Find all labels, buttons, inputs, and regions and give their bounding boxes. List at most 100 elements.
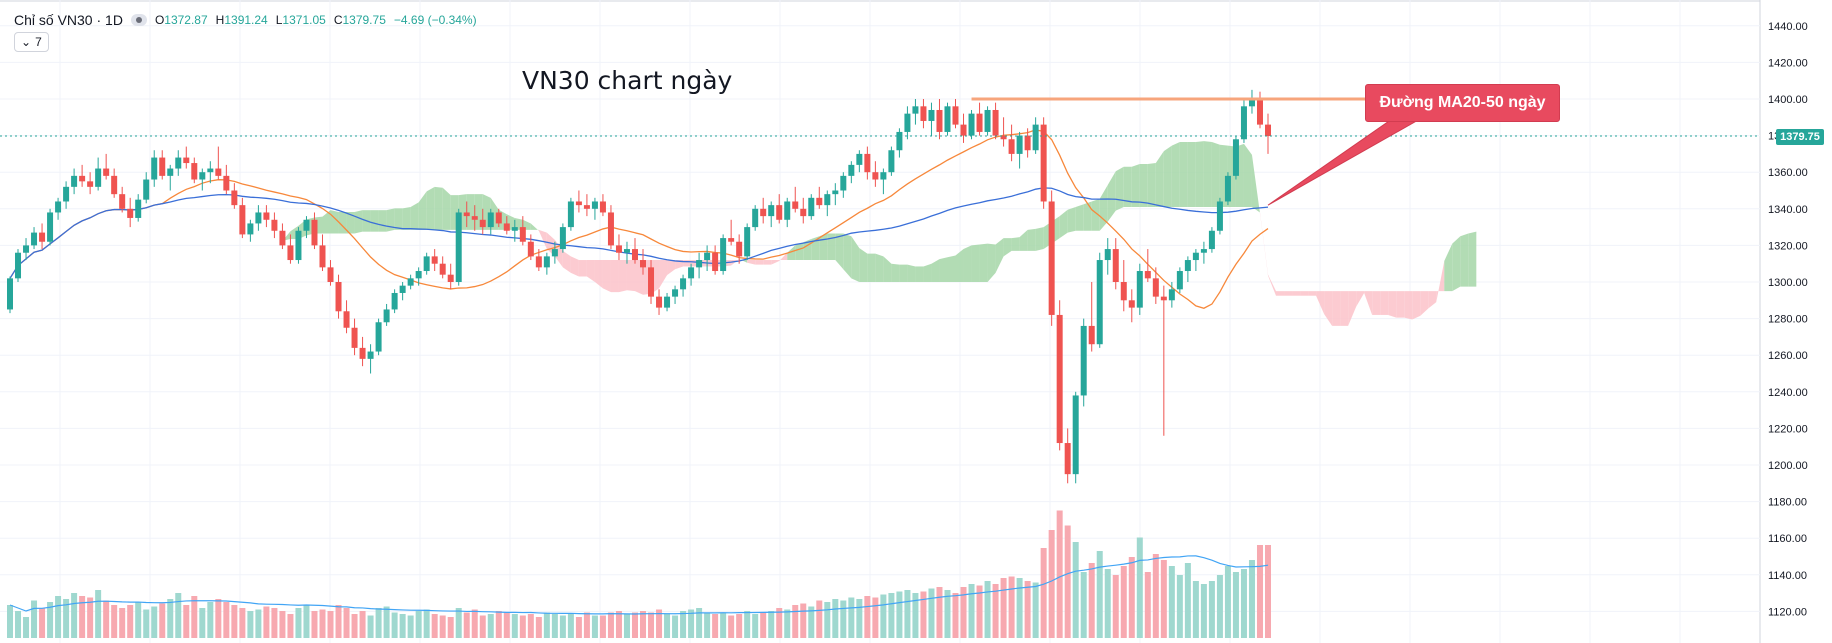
volume-bar [1016, 578, 1023, 638]
volume-bar [527, 614, 534, 638]
candle-body [704, 252, 711, 261]
volume-bar [1000, 578, 1007, 638]
volume-bar [816, 600, 823, 638]
volume-bar [728, 615, 735, 638]
cloud-segment [1268, 274, 1277, 296]
volume-bar [215, 599, 222, 638]
volume-bar [664, 614, 671, 638]
price-tick-label: 1420.00 [1768, 57, 1808, 69]
volume-bar [159, 603, 166, 638]
indicators-toggle-button[interactable]: ⌄ 7 [14, 32, 49, 52]
volume-bar [1032, 582, 1039, 638]
candle-body [1265, 124, 1271, 137]
candle-body [191, 163, 198, 180]
cloud-segment [418, 191, 427, 230]
cloud-segment [1372, 291, 1381, 315]
volume-bar [543, 612, 550, 638]
volume-bar [640, 611, 647, 638]
candle-body [768, 205, 775, 217]
cloud-segment [578, 260, 587, 277]
volume-bar [752, 614, 759, 638]
candle-body [207, 168, 214, 173]
cloud-segment [835, 233, 844, 270]
candle-body [648, 267, 655, 297]
cloud-segment [1300, 291, 1309, 296]
candle-body [1232, 139, 1239, 176]
candle-body [271, 219, 278, 231]
volume-bar [808, 606, 815, 638]
cloud-segment [618, 260, 627, 293]
cloud-segment [939, 257, 948, 282]
candle-body [896, 131, 903, 151]
volume-ma-line [9, 555, 1269, 615]
candle-body [559, 227, 566, 250]
close-label: C [333, 13, 343, 27]
more-options-icon[interactable] [130, 14, 147, 26]
cloud-segment [979, 243, 988, 282]
candle-body [335, 282, 342, 312]
volume-bar [904, 590, 911, 638]
cloud-segment [258, 255, 267, 261]
cloud-segment [426, 186, 435, 230]
candle-body [1184, 260, 1191, 272]
price-axis[interactable]: 1440.001420.001400.001380.001360.001340.… [1768, 21, 1808, 619]
candle-body [279, 230, 286, 246]
volume-bar [439, 615, 446, 638]
candle-body [1136, 271, 1143, 308]
symbol-title[interactable]: Chỉ số VN30 · 1D [14, 12, 123, 28]
open-label: O [154, 13, 165, 27]
candle-body [23, 245, 30, 253]
volume-bar [255, 609, 262, 638]
candle-body [976, 113, 983, 132]
candlesticks [7, 89, 1271, 484]
cloud-segment [1099, 185, 1108, 231]
cloud-segment [1332, 291, 1341, 326]
candle-body [255, 212, 262, 224]
volume-bar [1160, 560, 1167, 638]
volume-bar [984, 581, 991, 638]
candle-body [832, 190, 839, 195]
volume-bar [1072, 542, 1079, 638]
volume-bar [1104, 569, 1111, 638]
candle-body [103, 168, 110, 176]
candle-body [615, 245, 622, 253]
price-tick-label: 1160.00 [1768, 533, 1807, 545]
cloud-segment [755, 260, 764, 265]
cloud-segment [1035, 227, 1044, 251]
candle-body [808, 197, 815, 217]
cloud-segment [1147, 163, 1156, 207]
price-tick-label: 1260.00 [1768, 350, 1808, 362]
cloud-segment [851, 236, 860, 282]
candle-body [463, 212, 470, 217]
candle-body [1040, 124, 1047, 202]
cloud-segment [875, 253, 884, 282]
candle-body [936, 109, 943, 132]
candle-body [784, 201, 791, 220]
candle-body [680, 278, 687, 290]
volume-bar [976, 585, 983, 638]
cloud-segment [1308, 291, 1317, 296]
cloud-segment [626, 260, 635, 292]
price-tick-label: 1360.00 [1768, 167, 1808, 179]
cloud-segment [1340, 291, 1349, 326]
candle-body [87, 181, 94, 187]
moving-average-lines [9, 129, 1269, 615]
volume-bar [1112, 575, 1119, 638]
candle-body [1200, 249, 1207, 253]
cloud-segment [995, 238, 1004, 273]
volume-bar [359, 611, 366, 638]
cloud-segment [1163, 145, 1172, 207]
cloud-segment [1171, 142, 1180, 207]
volume-bar [744, 611, 751, 638]
cloud-segment [1067, 206, 1076, 233]
candle-body [736, 241, 743, 257]
cloud-segment [675, 260, 684, 270]
cloud-segment [1243, 143, 1252, 207]
cloud-segment [1444, 243, 1453, 292]
volume-bar [63, 599, 70, 638]
volume-bar [71, 593, 78, 638]
volume-bar [247, 611, 254, 638]
candle-body [575, 201, 582, 206]
volume-bar [311, 611, 318, 638]
